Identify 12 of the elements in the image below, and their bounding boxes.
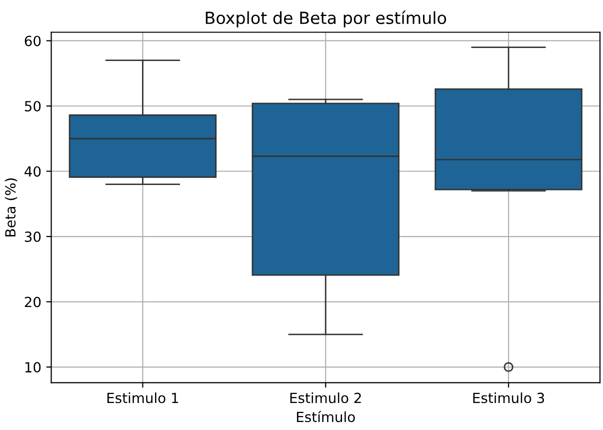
x-tick-label: Estimulo 1	[107, 392, 178, 404]
y-tick-label: 50	[24, 100, 41, 112]
y-tick-label: 10	[25, 362, 41, 373]
chart-title: Boxplot de Beta por estímulo	[206, 10, 446, 28]
y-tick-label: 20	[24, 296, 41, 308]
y-axis-title: Beta (%)	[4, 178, 18, 236]
y-tick-label: 60	[24, 36, 41, 46]
y-tick-label: 30	[24, 231, 41, 242]
x-tick-label: Estimulo 2	[290, 392, 361, 404]
x-axis-title: Estímulo	[296, 410, 355, 422]
y-tick-label: 40	[24, 166, 41, 177]
x-tick-label: Estimulo 3	[473, 392, 544, 404]
